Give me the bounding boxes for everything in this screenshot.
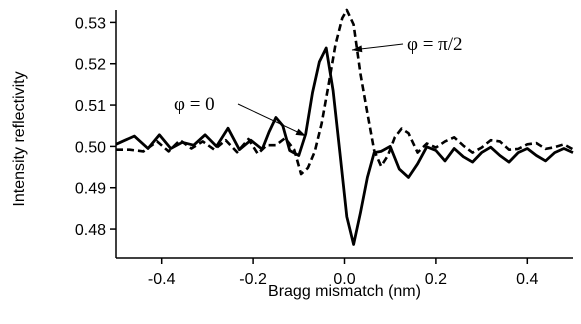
annotation-arrow-phi-0 (237, 103, 307, 137)
plot-area: 0.48 0.49 0.50 0.51 0.52 0.53 -0.4 -0.2 0.0 0.2 0… (75, 8, 574, 288)
x-tick-label: -0.2 (239, 271, 267, 288)
series-line-phi-pi-2 (116, 8, 574, 176)
x-tick-label: 0.4 (516, 271, 538, 288)
annotation-phi-0: φ = 0 (174, 94, 215, 115)
annotation-arrowhead-phi-0 (295, 128, 306, 136)
y-axis-title: Intensity reflectivity (11, 71, 28, 206)
series-line-phi-0 (115, 46, 574, 246)
x-tick-label: 0.2 (425, 271, 447, 288)
annotation-phi-pi-2: φ = π/2 (407, 34, 463, 55)
x-tick-label: -0.4 (148, 271, 176, 288)
y-ticks: 0.48 0.49 0.50 0.51 0.52 0.53 (75, 15, 116, 239)
x-ticks: -0.4 -0.2 0.0 0.2 0.4 (148, 258, 539, 288)
series-layer (115, 8, 574, 246)
y-tick-label: 0.51 (75, 98, 106, 115)
annotation-layer: φ = 0 φ = π/2 (174, 34, 463, 137)
y-tick-label: 0.49 (75, 181, 106, 198)
x-axis-title: Bragg mismatch (nm) (268, 283, 421, 300)
y-tick-label: 0.50 (75, 139, 106, 156)
y-tick-label: 0.52 (75, 57, 106, 74)
x-tick-label: 0.0 (333, 271, 355, 288)
y-tick-label: 0.53 (75, 15, 106, 32)
y-tick-label: 0.48 (75, 222, 106, 239)
annotation-arrowhead-phi-pi-2 (352, 45, 363, 53)
